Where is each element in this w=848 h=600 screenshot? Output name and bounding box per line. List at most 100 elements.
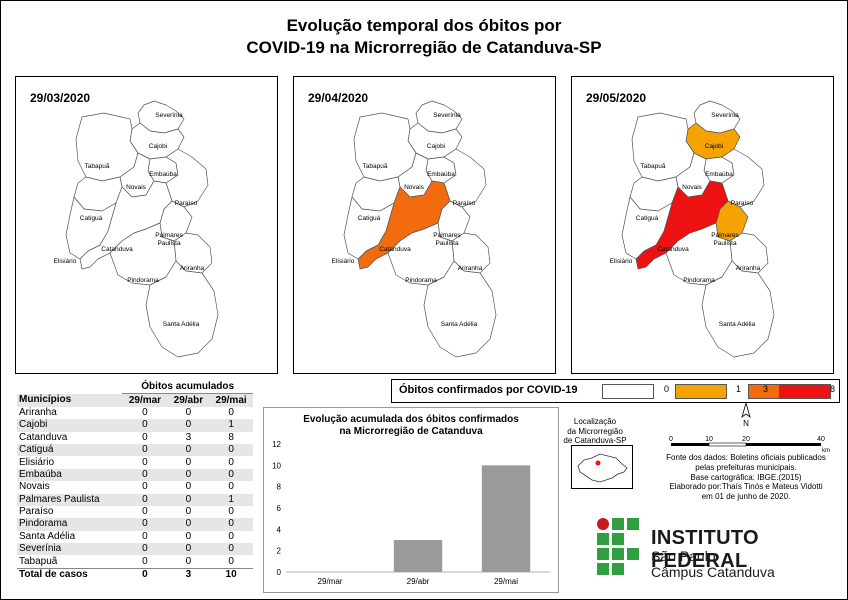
municipality-label: Severínia [433,112,461,119]
municipality-elisiario [343,196,395,260]
table-cell-municipio: Elisiário [19,456,55,468]
table-row: Ariranha 0 0 0 [17,407,253,419]
municipality-label: Catanduva [657,246,689,253]
table-cell-value: 1 [209,419,253,432]
table-cell-value: 0 [142,456,148,468]
table-cell-value: 0 [228,555,234,567]
municipality-elisiario [621,196,673,260]
table-col-municipio: Municípios [17,393,123,407]
municipality-pindorama [109,222,177,286]
bar [481,465,531,572]
municipality-label: Santa Adélia [163,321,200,328]
inset-line-1: Localização [573,417,617,426]
deaths-table: Óbitos acumulados Municípios 29/mar 29/a… [17,381,253,582]
municipality-label: Novais [682,184,703,191]
location-inset-map [571,445,633,489]
sao-paulo-state-shape [577,453,628,483]
logo-block [597,518,609,530]
municipality-label: Elisiário [610,258,633,265]
map-panel-3: Severínia Cajobi Tabapuã Embaúba Novais Paraí… [571,76,834,374]
table-cell-value: 0 [167,493,210,506]
municipality-santa-adelia [145,260,219,358]
title-line-2: COVID-19 na Microrregião de Catanduva-SP [246,38,602,57]
map-panel-2: Severínia Cajobi Tabapuã Embaúba Novais Paraí… [293,76,556,374]
table-cell-value: 0 [122,468,168,482]
table-cell-value: 0 [167,419,210,432]
municipality-label: Catiguá [636,215,659,222]
y-tick-label: 12 [272,440,281,449]
logo-subtitle-2: Câmpus Catanduva [651,564,775,580]
municipality-label: Paulista [157,240,181,247]
logo-subtitle-1: São Paulo [651,548,716,564]
municipality-label: Paraíso [175,200,198,207]
y-tick-label: 10 [272,461,281,470]
bar [393,540,443,572]
municipality-label: Cajobi [427,143,445,150]
municipality-label: Tabapuã [363,163,388,170]
main-title: Evolução temporal dos óbitos por COVID-1… [1,15,847,59]
table-row: Severínia 0 0 0 [17,543,253,556]
municipality-label: Paulista [435,240,459,247]
table-cell-municipio: Cajobi [17,419,123,432]
table-cell-value: 0 [209,518,253,531]
legend-label: 0 [664,384,670,394]
table-cell-value: 0 [185,555,192,567]
municipality-pindorama [665,222,733,286]
municipality-label: Pindorama [127,277,159,284]
table-cell-value: 0 [167,443,210,457]
table-cell-value: 0 [122,419,168,432]
y-tick-label: 6 [277,504,282,513]
map-panel-1: Severínia Cajobi Tabapuã Embaúba Novais Paraí… [15,76,278,374]
table-cell-municipio: Palmares Paulista [17,493,123,506]
legend-label: 3 [763,384,769,394]
municipality-label: Tabapuã [85,163,110,170]
table-total-cell: 3 [167,567,210,582]
inset-label: Localização da Microrregião de Catanduva… [559,417,631,446]
source-text: Fonte dos dados: Boletins oficiais publi… [651,453,841,502]
table-cell-value: 0 [228,506,234,518]
table-col-date: 29/abr [167,393,210,407]
logo-block [627,548,639,560]
municipality-label: Elisiário [54,258,77,265]
table-cell-municipio: Ariranha [19,406,57,418]
map-date: 29/05/2020 [586,91,647,105]
table-cell-value: 0 [209,468,253,482]
map-date: 29/03/2020 [30,91,91,105]
north-label: N [743,419,749,428]
table-row: Palmares Paulista 0 0 1 [17,493,253,506]
table-cell-value: 0 [185,506,192,518]
logo-block [612,563,624,575]
table-cell-value: 0 [185,456,192,468]
table-cell-value: 0 [167,468,210,482]
logo-block [612,548,624,560]
table-cell-municipio: Embaúba [17,468,123,482]
municipality-label: Catiguá [358,215,381,222]
table-row: Pindorama 0 0 0 [17,518,253,531]
municipality-label: Santa Adélia [719,321,756,328]
table-col-date: 29/mar [122,393,168,407]
table-cell-municipio: Catanduva [19,431,68,443]
table-cell-value: 0 [185,406,192,418]
x-tick-label: 29/abr [407,577,430,586]
table-cell-value: 0 [122,493,168,506]
municipality-label: Santa Adélia [441,321,478,328]
title-line-1: Evolução temporal dos óbitos por [286,16,562,35]
source-line: Base cartográfica: IBGE.(2015) [690,472,802,482]
table-cell-value: 0 [228,530,234,542]
table-cell-value: 0 [185,530,192,542]
municipality-label: Palmares [433,232,461,239]
chart-plot: 0 2 4 6 8 10 12 29/mar 29/abr 29/mai [272,440,550,586]
municipality-label: Catanduva [379,246,411,253]
municipality-label: Novais [126,184,147,191]
legend-title: Óbitos confirmados por COVID-19 [399,384,578,396]
table-row: Elisiário 0 0 0 [17,456,253,468]
municipality-label: Palmares [711,232,739,239]
table-cell-value: 0 [122,543,168,556]
table-cell-municipio: Paraíso [19,506,54,518]
municipality-label: Elisiário [332,258,355,265]
table-total-cell: 10 [209,567,253,582]
municipality-label: Ariranha [458,265,483,272]
legend-swatch-3 [779,384,831,399]
map-date: 29/04/2020 [308,91,369,105]
y-tick-label: 2 [277,547,282,556]
